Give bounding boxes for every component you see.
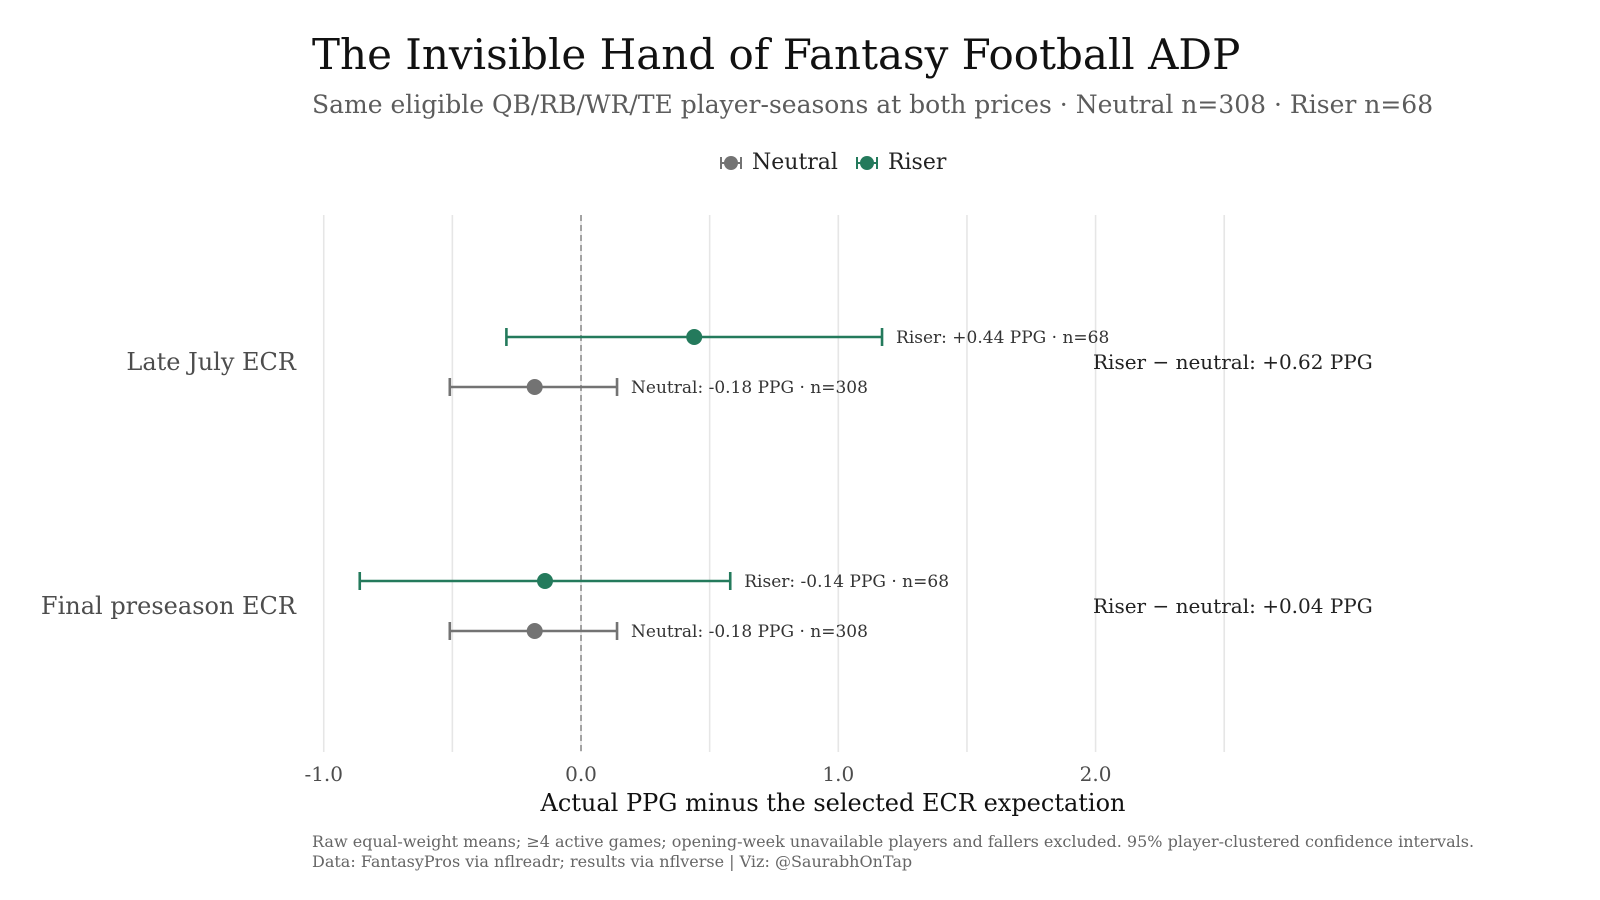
x-axis-title: Actual PPG minus the selected ECR expect… xyxy=(540,789,1126,817)
category-label: Final preseason ECR xyxy=(41,592,297,620)
chart-title: The Invisible Hand of Fantasy Football A… xyxy=(312,30,1241,79)
x-tick-label: 0.0 xyxy=(565,762,597,786)
legend-item-riser: Riser xyxy=(855,150,947,175)
mean-point xyxy=(686,329,703,345)
caption-line-1: Raw equal-weight means; ≥4 active games;… xyxy=(312,832,1475,851)
legend-label-neutral: Neutral xyxy=(752,150,838,175)
legend-cap xyxy=(855,156,858,169)
mean-point xyxy=(536,573,553,589)
legend-label-riser: Riser xyxy=(887,150,947,175)
x-tick-label: -1.0 xyxy=(304,762,343,786)
legend-cap xyxy=(740,156,742,169)
legend-dot xyxy=(724,155,738,170)
point-label: Riser: +0.44 PPG · n=68 xyxy=(896,328,1109,348)
category-label: Late July ECR xyxy=(126,348,297,376)
legend: Neutral Riser xyxy=(720,150,964,175)
point-label: Neutral: -0.18 PPG · n=308 xyxy=(631,378,868,398)
chart-caption: Raw equal-weight means; ≥4 active games;… xyxy=(312,832,1474,872)
legend-dot xyxy=(859,155,874,170)
x-tick-label: 1.0 xyxy=(822,762,854,786)
x-tick-label: 2.0 xyxy=(1080,762,1112,786)
legend-cap xyxy=(720,156,722,169)
mean-point xyxy=(526,623,543,639)
legend-key-neutral xyxy=(720,152,742,174)
point-label: Neutral: -0.18 PPG · n=308 xyxy=(631,622,868,642)
legend-cap xyxy=(875,156,878,169)
difference-annotation: Riser − neutral: +0.04 PPG xyxy=(1093,594,1373,618)
difference-annotation: Riser − neutral: +0.62 PPG xyxy=(1093,350,1373,374)
caption-line-2: Data: FantasyPros via nflreadr; results … xyxy=(312,852,913,871)
legend-item-neutral: Neutral xyxy=(720,150,838,175)
mean-point xyxy=(526,379,543,395)
chart-subtitle: Same eligible QB/RB/WR/TE player-seasons… xyxy=(312,90,1434,119)
point-label: Riser: -0.14 PPG · n=68 xyxy=(744,572,949,592)
legend-key-riser xyxy=(855,152,878,174)
